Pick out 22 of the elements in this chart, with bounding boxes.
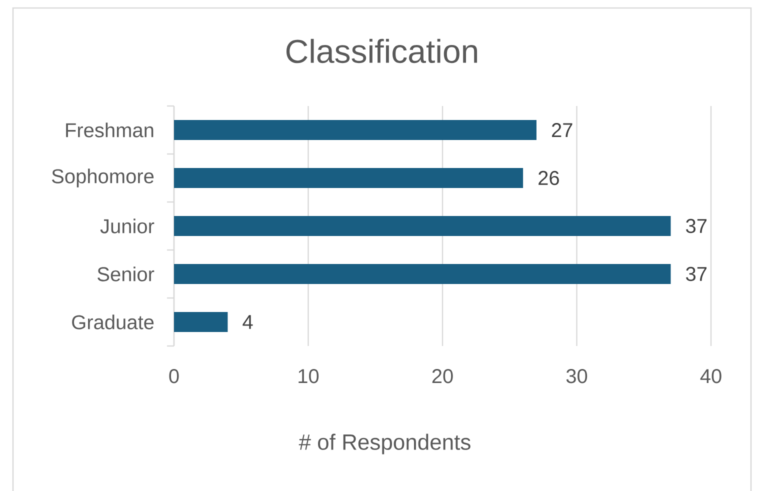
x-tick-label: 0 (169, 369, 179, 384)
chart-title: Classification (286, 38, 478, 64)
x-tick-label: 20 (432, 369, 453, 384)
y-tick-label: Junior (100, 218, 154, 234)
x-tick-label: 10 (298, 369, 319, 384)
x-tick-label: 40 (700, 369, 722, 384)
bar (174, 216, 671, 236)
bar (174, 120, 536, 140)
data-label: 27 (552, 123, 572, 137)
y-tick-label: Graduate (72, 314, 154, 330)
x-axis-title: # of Respondents (298, 434, 470, 454)
y-tick-label: Sophomore (52, 168, 154, 188)
x-tick-label: 30 (566, 369, 588, 384)
data-label: 4 (242, 315, 253, 329)
data-label: 26 (538, 170, 559, 186)
y-tick-label: Senior (98, 266, 154, 282)
bar (174, 168, 524, 188)
bar (174, 312, 228, 332)
data-label: 37 (686, 266, 706, 282)
data-label: 37 (686, 218, 706, 234)
y-tick-label: Freshman (66, 122, 154, 138)
bar (174, 264, 671, 284)
